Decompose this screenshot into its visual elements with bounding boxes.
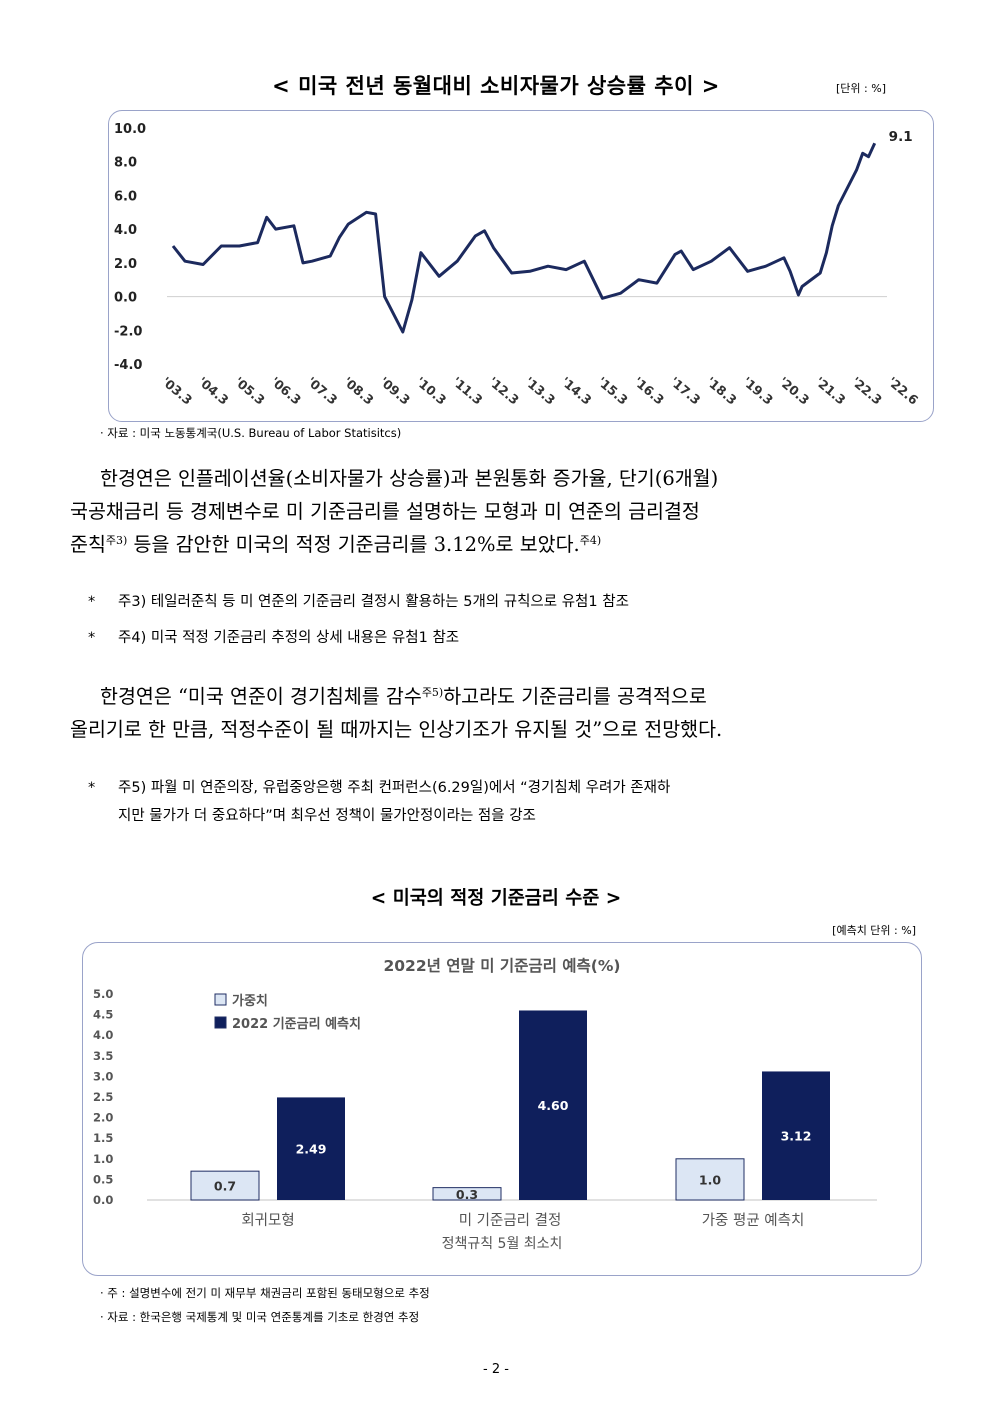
paragraph-2-line-1: 한경연은 “미국 연준이 경기침체를 감수주5)하고라도 기준금리를 공격적으로 [70,680,922,713]
paragraph-1-text-a: 준칙 [70,533,106,556]
y-tick-label: 8.0 [114,156,137,171]
chart2-frame: 2022년 연말 미 기준금리 예측(%) 5.0 4.5 4.0 3.5 3.0 2.5 2… [82,942,922,1276]
y-tick-label: 4.0 [93,1028,113,1042]
x-tick-label: '05.3 [232,374,268,408]
paragraph-1-text-b: 등을 감안한 미국의 적정 기준금리를 3.12%로 보았다. [127,533,580,556]
legend-swatch [214,993,227,1006]
note-3: * 주3) 테일러준칙 등 미 연준의 기준금리 결정시 활용하는 5개의 규칙으… [88,588,924,616]
y-tick-label: 0.0 [93,1193,113,1207]
category-label: 미 기준금리 결정 [459,1212,562,1229]
bar [519,1010,587,1200]
rate-bar-chart: 2022년 연말 미 기준금리 예측(%) 5.0 4.5 4.0 3.5 3.0 2.5 2… [93,956,877,1252]
x-tick-label: '07.3 [304,374,340,408]
x-tick-label: '12.3 [486,374,522,408]
note-5-line-1: 주5) 파월 미 연준의장, 유럽중앙은행 주최 컨퍼런스(6.29일)에서 “… [118,780,671,796]
bar-value-label: 2.49 [296,1142,327,1157]
note-5: * 주5) 파월 미 연준의장, 유럽중앙은행 주최 컨퍼런스(6.29일)에서 … [88,774,924,830]
x-tick-label: '16.3 [631,374,667,408]
paragraph-1-line-2: 국공채금리 등 경제변수로 미 기준금리를 설명하는 모형과 미 연준의 금리결… [70,500,700,523]
y-tick-label: 5.0 [93,987,113,1001]
note-4: * 주4) 미국 적정 기준금리 추정의 상세 내용은 유첨1 참조 [88,624,924,652]
x-tick-label: '22.3 [849,374,885,408]
note-3-text: 주3) 테일러준칙 등 미 연준의 기준금리 결정시 활용하는 5개의 규칙으로… [118,594,629,610]
x-tick-label: '08.3 [341,374,377,408]
end-value-label: 9.1 [889,129,913,145]
paragraph-2-text-a: 한경연은 “미국 연준이 경기침체를 감수 [100,685,422,708]
x-tick-label: '19.3 [740,374,776,408]
x-tick-label: '04.3 [195,374,231,408]
paragraph-1: 한경연은 인플레이션율(소비자물가 상승률)과 본원통화 증가율, 단기(6개월… [70,462,922,561]
y-tick-label: 1.5 [93,1131,113,1145]
x-tick-label: '06.3 [268,374,304,408]
x-tick-label: '18.3 [704,374,740,408]
x-tick-label: '09.3 [377,374,413,408]
paragraph-2-text-b: 하고라도 기준금리를 공격적으로 [443,685,707,708]
footnote-ref-4: 주4) [579,534,602,547]
legend-label: 가중치 [232,993,268,1009]
y-tick-label: 2.5 [93,1090,113,1104]
y-tick-label: 2.0 [114,257,137,272]
page-number: - 2 - [483,1362,509,1377]
x-tick-label: '15.3 [595,374,631,408]
bar [277,1097,345,1200]
plot-title: 2022년 연말 미 기준금리 예측(%) [383,956,620,975]
bar-value-label: 3.12 [781,1129,812,1144]
y-tick-label: 2.0 [93,1111,113,1125]
legend-label: 2022 기준금리 예측치 [232,1016,361,1032]
cpi-series-line [171,142,877,334]
x-tick-label: '13.3 [522,374,558,408]
category-label: 회귀모형 [241,1212,294,1229]
x-tick-label: '14.3 [558,374,594,408]
paragraph-2-line-2: 올리기로 한 만큼, 적정수준이 될 때까지는 인상기조가 유지될 것”으로 전… [70,718,723,741]
paragraph-1-line-1: 한경연은 인플레이션율(소비자물가 상승률)과 본원통화 증가율, 단기(6개월… [100,467,719,490]
y-tick-label: 3.5 [93,1049,113,1063]
y-tick-label: 0.5 [93,1172,113,1186]
x-tick-label: '10.3 [413,374,449,408]
y-tick-label: 4.5 [93,1008,113,1022]
x-tick-label: '03.3 [159,374,195,408]
y-tick-label: 3.0 [93,1069,113,1083]
note-4-text: 주4) 미국 적정 기준금리 추정의 상세 내용은 유첨1 참조 [118,630,460,646]
category-label: 가중 평균 예측치 [702,1212,805,1229]
legend-swatch [214,1016,227,1029]
x-tick-label: '11.3 [449,374,485,408]
bar-value-label: 1.0 [699,1172,721,1187]
x-tick-label: '20.3 [776,374,812,408]
footnote-ref-3: 주3) [105,534,128,547]
chart1-source: · 자료 : 미국 노동통계국(U.S. Bureau of Labor Sta… [100,426,402,440]
note-3-star: * [88,594,96,610]
cpi-line-chart: 10.0 8.0 6.0 4.0 2.0 0.0 -2.0 -4.0 '03.3'04.3'05… [114,122,922,408]
bar-value-label: 4.60 [538,1098,569,1113]
bar [432,1187,502,1201]
chart2-unit: [예측치 단위 : %] [832,924,916,937]
note-5-star: * [88,780,96,796]
x-tick-label: '22.6 [885,374,921,408]
category-label-line-2: 정책규칙 5월 최소치 [442,1236,563,1252]
bar [762,1071,830,1200]
y-tick-label: 1.0 [93,1152,113,1166]
chart2-title: < 미국의 적정 기준금리 수준 > [370,888,622,909]
chart1-frame: 10.0 8.0 6.0 4.0 2.0 0.0 -2.0 -4.0 '03.3'04.3'05… [108,110,934,422]
y-tick-label: 6.0 [114,189,137,204]
bar [190,1170,260,1201]
y-tick-label: -4.0 [114,358,142,373]
bar [675,1158,745,1201]
note-4-star: * [88,630,96,646]
x-tick-label: '21.3 [812,374,848,408]
chart1-title: < 미국 전년 동월대비 소비자물가 상승률 추이 > [272,74,720,98]
note-5-line-2: 지만 물가가 더 중요하다”며 최우선 정책이 물가안정이라는 점을 강조 [118,808,536,824]
x-tick-label: '17.3 [667,374,703,408]
chart2-note: · 주 : 설명변수에 전기 미 재무부 채권금리 포함된 동태모형으로 추정 [100,1286,430,1300]
chart2-source: · 자료 : 한국은행 국제통계 및 미국 연준통계를 기초로 한경연 추정 [100,1310,420,1324]
footnote-ref-5: 주5) [421,686,444,699]
bar-value-label: 0.7 [214,1179,236,1194]
paragraph-1-line-3: 준칙주3) 등을 감안한 미국의 적정 기준금리를 3.12%로 보았다.주4) [70,528,922,561]
y-tick-label: 0.0 [114,291,137,306]
y-tick-label: -2.0 [114,324,142,339]
chart1-unit: [단위 : %] [836,82,886,95]
y-tick-label: 10.0 [114,122,146,137]
y-tick-label: 4.0 [114,223,137,238]
bar-value-label: 0.3 [456,1187,478,1202]
paragraph-2: 한경연은 “미국 연준이 경기침체를 감수주5)하고라도 기준금리를 공격적으로… [70,680,922,746]
